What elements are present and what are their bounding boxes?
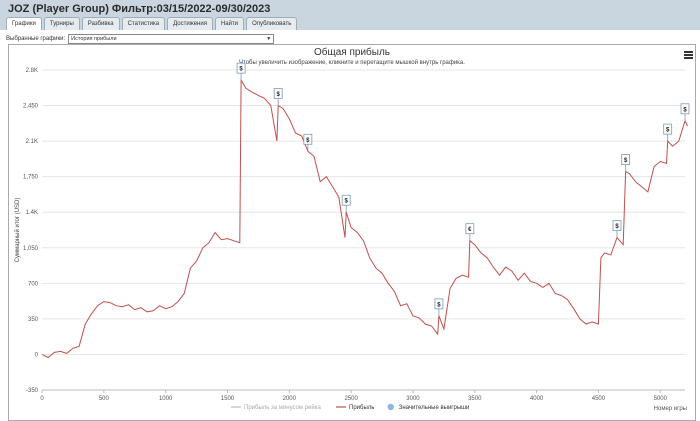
x-axis-label: Номер игры [654, 406, 687, 412]
big-win-flag-label: $ [277, 92, 281, 98]
chart-title: Общая прибыль [313, 47, 390, 58]
x-tick-label: 500 [99, 396, 110, 402]
y-tick-label: -350 [26, 388, 39, 394]
tab-bar: Графики Турниры Разбивка Статистика Дост… [6, 17, 298, 31]
big-win-flag-label: $ [624, 158, 628, 164]
legend-item-label: Значительные выигрыши [399, 405, 470, 411]
x-tick-label: 2000 [283, 396, 297, 402]
chart-container[interactable]: Общая прибыль Чтобы увеличить изображени… [8, 44, 696, 421]
x-tick-label: 4000 [530, 396, 544, 402]
x-tick-label: 2500 [344, 396, 358, 402]
big-win-flag-label: $ [666, 128, 670, 134]
x-tick-label: 1000 [159, 396, 173, 402]
big-win-flag-label: € [468, 227, 472, 233]
hamburger-menu-icon[interactable] [684, 51, 693, 59]
y-tick-label: 1,050 [23, 246, 39, 252]
x-tick-label: 3500 [468, 396, 482, 402]
legend-item-label: Прибыль за минусом рейка [244, 404, 322, 411]
y-tick-label: 1.4K [26, 210, 38, 216]
tab-publish[interactable]: Опубликовать [246, 17, 298, 31]
chart-selector-dropdown[interactable]: История прибыли ▼ [68, 34, 275, 44]
chart-selector-label: Выбранные графики: [6, 36, 66, 42]
big-win-flag [680, 103, 690, 115]
chart-subtitle: Чтобы увеличить изображение, кликните и … [239, 60, 465, 66]
big-win-flag [465, 223, 475, 235]
app-header: JOZ (Player Group) Фильтр:03/15/2022-09/… [0, 0, 700, 31]
big-win-flag [273, 88, 283, 99]
tab-charts[interactable]: Графики [6, 17, 42, 31]
legend-swatch [387, 403, 394, 411]
legend-item-label: Прибыль [349, 405, 374, 411]
y-tick-label: 350 [28, 317, 39, 323]
tab-statistics[interactable]: Статистика [121, 17, 166, 31]
tab-tournaments[interactable]: Турниры [43, 17, 80, 31]
y-tick-label: 2,450 [23, 104, 39, 110]
big-win-flag-label: $ [306, 138, 310, 144]
content-panel: Выбранные графики: История прибыли ▼ Общ… [0, 30, 700, 421]
page-title: JOZ (Player Group) Фильтр:03/15/2022-09/… [8, 3, 271, 15]
tab-achievements[interactable]: Достижения [167, 17, 213, 31]
big-win-flag-label: $ [615, 224, 619, 230]
big-win-flag [434, 298, 444, 310]
y-tick-label: 0 [35, 352, 39, 358]
chart-selector-row: Выбранные графики: История прибыли ▼ [6, 34, 275, 44]
x-tick-label: 1500 [221, 396, 235, 402]
big-win-flag-label: $ [345, 199, 349, 205]
y-tick-label: 2.8K [26, 68, 38, 74]
big-win-flag [663, 123, 673, 135]
chart-selector-value: История прибыли [71, 36, 117, 42]
x-tick-label: 0 [40, 396, 44, 402]
y-tick-label: 700 [28, 281, 39, 287]
chevron-down-icon: ▼ [266, 36, 272, 42]
big-win-flag [236, 62, 246, 74]
big-win-flag-label: $ [683, 107, 687, 113]
big-win-flag [303, 133, 313, 145]
tab-breakdown[interactable]: Разбивка [81, 17, 120, 31]
big-win-flag [341, 194, 351, 206]
big-win-flag-label: $ [437, 302, 441, 308]
x-tick-label: 3000 [406, 396, 420, 402]
x-tick-label: 5000 [654, 396, 668, 402]
y-tick-label: 1,750 [23, 175, 39, 181]
big-win-flag-label: $ [239, 67, 243, 73]
series-line-profit [41, 78, 688, 359]
tab-find[interactable]: Найти [214, 17, 245, 31]
y-axis-label: Суммарный итог (USD) [14, 198, 21, 263]
x-tick-label: 4500 [592, 396, 606, 402]
y-tick-label: 2.1K [26, 139, 38, 145]
big-win-flag [612, 220, 622, 232]
big-win-flag [621, 154, 631, 165]
